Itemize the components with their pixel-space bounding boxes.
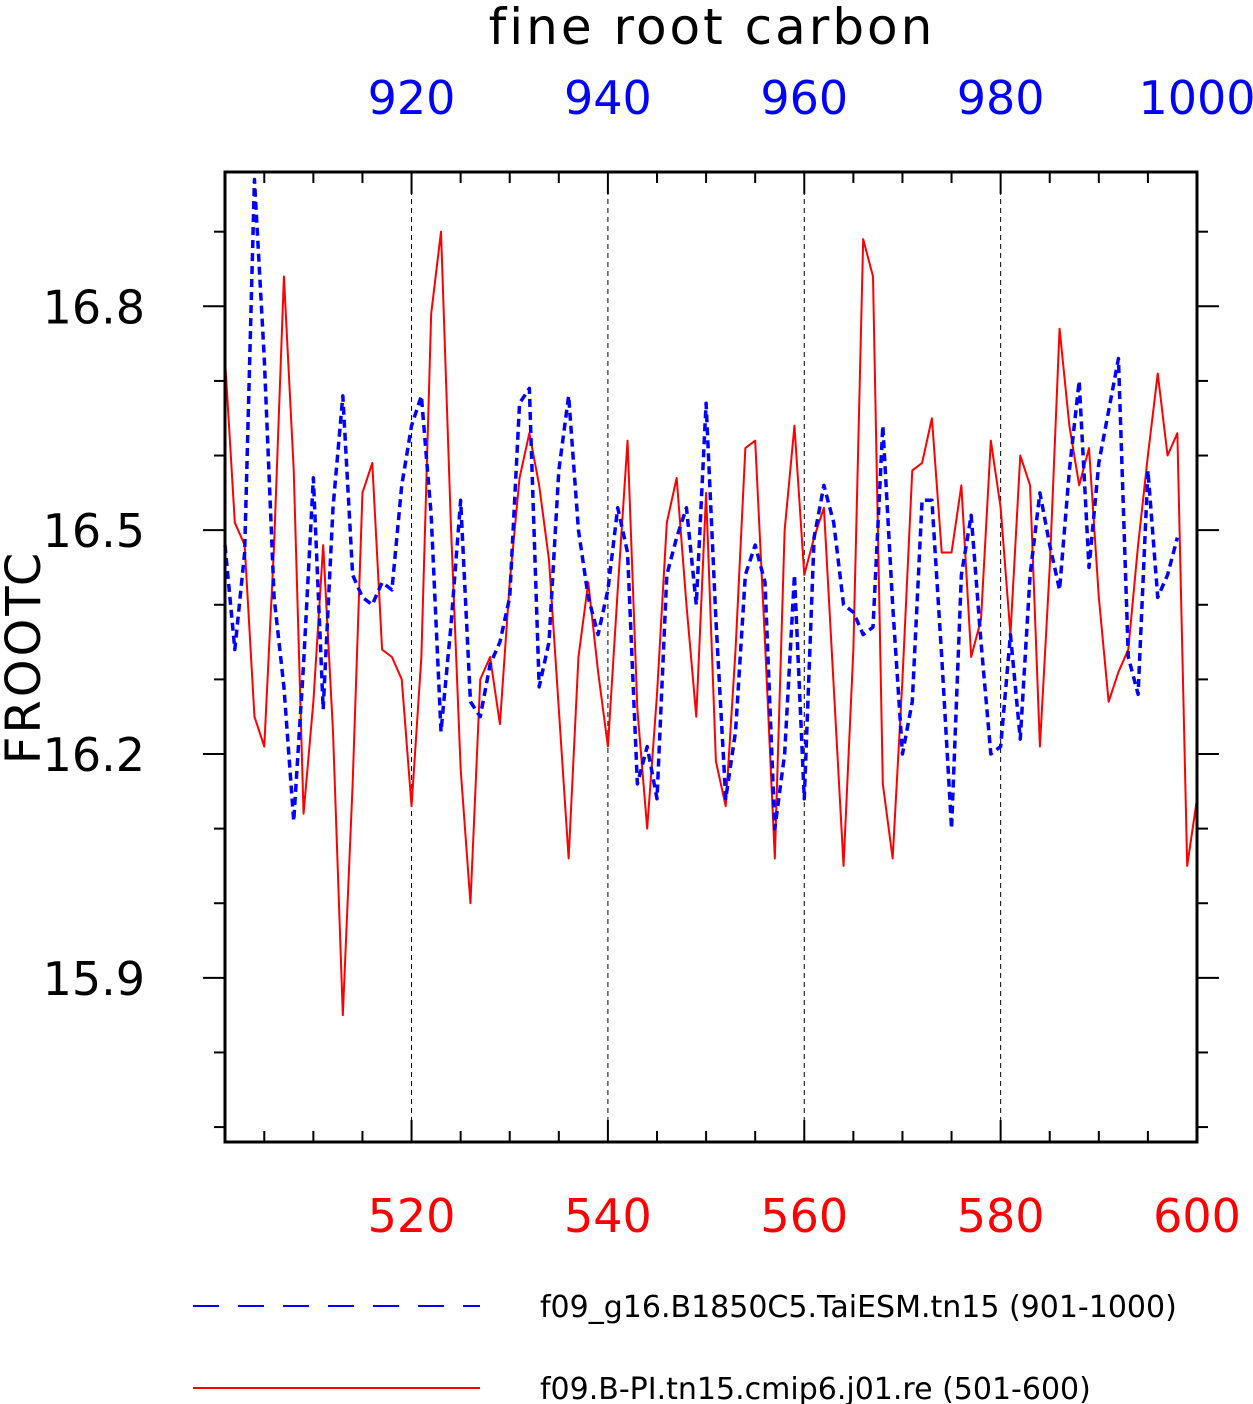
chart-title: fine root carbon [489,0,936,56]
top-x-tick-label: 920 [368,71,456,125]
legend: f09_g16.B1850C5.TaiESM.tn15 (901-1000) f0… [193,1290,1177,1404]
x-gridlines [411,172,1002,1142]
bottom-x-tick-label: 560 [760,1189,848,1243]
plot-frame [223,170,1199,1144]
y-tick-label: 16.2 [43,728,145,782]
y-tick-label: 16.5 [43,504,145,558]
bottom-x-tick-label: 580 [957,1189,1045,1243]
legend-label: f09.B-PI.tn15.cmip6.j01.re (501-600) [540,1372,1091,1404]
top-x-tick-label: 940 [564,71,652,125]
top-x-tick-label: 1000 [1138,71,1253,125]
bottom-x-tick-label: 520 [368,1189,456,1243]
blue-dashed-series [223,177,1180,831]
y-tick-label: 16.8 [43,280,145,334]
legend-label: f09_g16.B1850C5.TaiESM.tn15 (901-1000) [540,1290,1177,1325]
y-tick-label: 15.9 [43,952,145,1006]
top-x-tick-label: 980 [957,71,1045,125]
series-lines [223,177,1198,1017]
bottom-x-tick-label: 600 [1153,1189,1241,1243]
bottom-x-tick-label: 540 [564,1189,652,1243]
top-x-tick-label: 960 [760,71,848,125]
y-axis-label: FROOTC [0,550,52,765]
red-solid-series [224,230,1198,1017]
